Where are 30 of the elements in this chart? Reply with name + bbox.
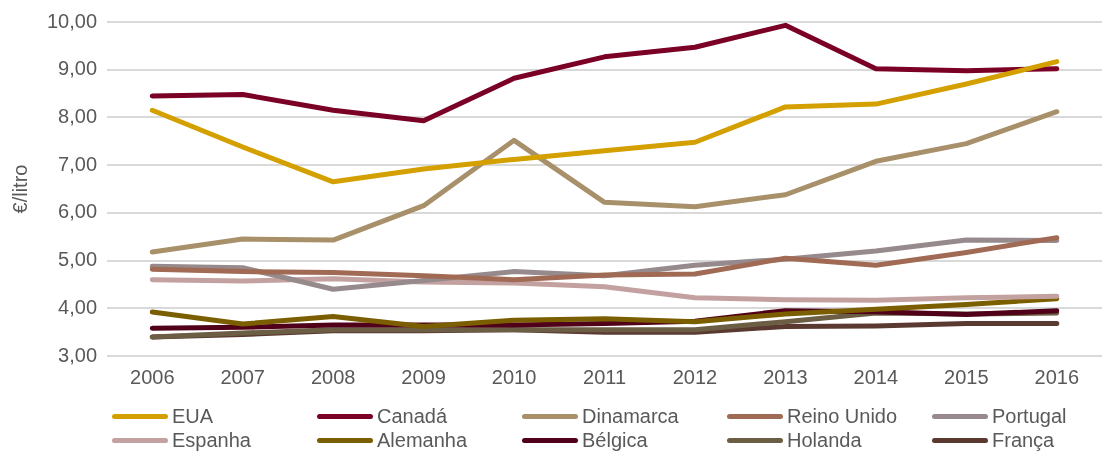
x-tick-label: 2006 [130, 365, 175, 388]
legend-label: Dinamarca [582, 404, 679, 428]
x-tick-label: 2013 [763, 365, 808, 388]
legend-label: Espanha [172, 428, 251, 452]
legend-label: EUA [172, 404, 214, 428]
x-tick-label: 2007 [220, 365, 265, 388]
legend-label: Canadá [377, 404, 448, 428]
y-tick-label: 3,00 [58, 343, 98, 366]
y-tick-label: 10,00 [46, 9, 98, 32]
x-tick-label: 2014 [853, 365, 899, 388]
x-tick-label: 2015 [944, 365, 989, 388]
y-tick-label: 4,00 [58, 295, 98, 318]
x-tick-label: 2008 [310, 365, 356, 388]
x-tick-label: 2010 [491, 365, 537, 388]
legend-label: Alemanha [377, 428, 468, 452]
y-tick-label: 8,00 [58, 104, 98, 127]
legend-label: Holanda [787, 428, 862, 452]
legend-label: Portugal [992, 404, 1067, 428]
y-axis-title: €/litro [8, 164, 31, 214]
x-tick-label: 2011 [583, 365, 627, 388]
x-tick-label: 2016 [1034, 365, 1080, 388]
y-tick-label: 5,00 [58, 248, 98, 271]
x-tick-label: 2012 [672, 365, 718, 388]
legend-label: Reino Unido [787, 404, 898, 428]
y-tick-label: 6,00 [58, 200, 98, 223]
legend-label: Bélgica [582, 428, 648, 452]
legend-label: França [992, 428, 1055, 452]
y-tick-label: 7,00 [58, 152, 98, 175]
y-tick-label: 9,00 [58, 57, 98, 80]
x-tick-label: 2009 [401, 365, 446, 388]
